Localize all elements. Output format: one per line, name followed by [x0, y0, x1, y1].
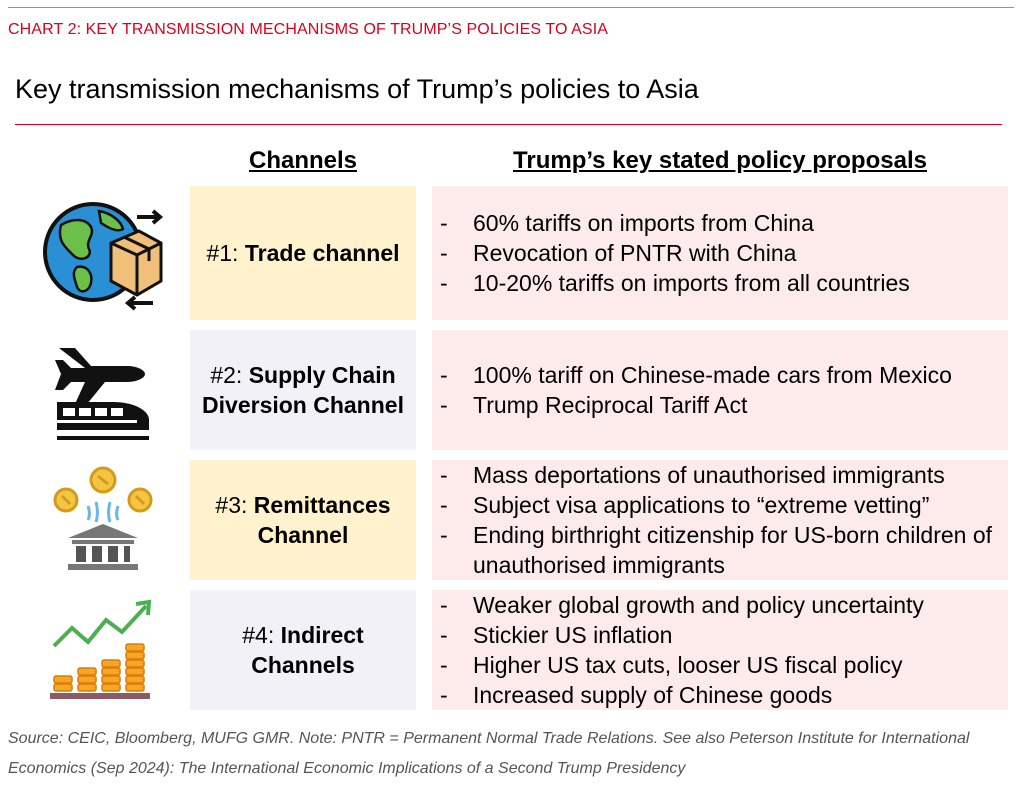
channel-2: #2: Supply Chain Diversion Channel [190, 330, 416, 450]
list-item: - Subject visa applications to “extreme v… [440, 490, 1008, 520]
bullet: - [440, 492, 448, 518]
coins-growth-icon [38, 590, 168, 710]
list-item: - Trump Reciprocal Tariff Act [440, 390, 1008, 420]
bullet: - [440, 392, 448, 418]
policy-text: 100% tariff on Chinese-made cars from Me… [473, 362, 952, 388]
channel-number: #4: [242, 622, 275, 648]
top-rule [8, 7, 1014, 8]
chart-label: CHART 2: KEY TRANSMISSION MECHANISMS OF … [8, 21, 609, 38]
policy-text: 60% tariffs on imports from China [473, 210, 814, 236]
policy-text: Trump Reciprocal Tariff Act [473, 392, 748, 418]
bullet: - [440, 522, 448, 548]
policy-text: Weaker global growth and policy uncertai… [473, 592, 924, 618]
channel-name: Supply Chain Diversion Channel [202, 362, 404, 418]
bullet: - [440, 682, 448, 708]
bullet: - [440, 270, 448, 296]
source-note: Source: CEIC, Bloomberg, MUFG GMR. Note:… [8, 730, 970, 777]
policy-text: Subject visa applications to “extreme ve… [473, 492, 930, 518]
bullet: - [440, 240, 448, 266]
list-item: - Increased supply of Chinese goods [440, 680, 1008, 710]
list-item: -100% tariff on Chinese-made cars from M… [440, 360, 1008, 390]
channel-name: Remittances Channel [253, 492, 391, 548]
bullet: - [440, 462, 448, 488]
channel-3: #3: Remittances Channel [190, 460, 416, 580]
bullet: - [440, 622, 448, 648]
policy-text: Ending birthright citizenship for US-bor… [473, 522, 993, 578]
list-item: - Higher US tax cuts, looser US fiscal po… [440, 650, 1008, 680]
list-item: - Weaker global growth and policy uncerta… [440, 590, 1008, 620]
plane-train-icon [38, 330, 168, 450]
bullet: - [440, 592, 448, 618]
title-rule [15, 124, 1002, 125]
channel-number: #2: [210, 362, 243, 388]
list-item: -60% tariffs on imports from China [440, 208, 1008, 238]
bullet: - [440, 652, 448, 678]
policy-text: Stickier US inflation [473, 622, 673, 648]
policy-text: Revocation of PNTR with China [473, 240, 797, 266]
bullet: - [440, 210, 448, 236]
policy-box-2: -100% tariff on Chinese-made cars from M… [432, 330, 1008, 450]
channel-name: Indirect Channels [251, 622, 364, 678]
policy-box-3: - Mass deportations of unauthorised immig… [432, 460, 1008, 580]
policy-text: Mass deportations of unauthorised immigr… [473, 462, 945, 488]
bank-coins-icon [38, 460, 168, 580]
channel-4: #4: Indirect Channels [190, 590, 416, 710]
policy-box-4: - Weaker global growth and policy uncerta… [432, 590, 1008, 710]
policy-box-1: -60% tariffs on imports from China - Revo… [432, 186, 1008, 320]
policies-header: Trump’s key stated policy proposals [513, 147, 927, 174]
policy-text: Increased supply of Chinese goods [473, 682, 833, 708]
list-item: - Ending birthright citizenship for US-bo… [440, 520, 1008, 580]
list-item: - Mass deportations of unauthorised immig… [440, 460, 1008, 490]
list-item: - Revocation of PNTR with China [440, 238, 1008, 268]
list-item: -10-20% tariffs on imports from all coun… [440, 268, 1008, 298]
page-title: Key transmission mechanisms of Trump’s p… [15, 74, 699, 104]
policy-text: Higher US tax cuts, looser US fiscal pol… [473, 652, 903, 678]
channel-name: Trade channel [244, 240, 400, 266]
list-item: - Stickier US inflation [440, 620, 1008, 650]
channel-1: #1: Trade channel [190, 186, 416, 320]
bullet: - [440, 362, 448, 388]
channel-number: #3: [215, 492, 248, 518]
policy-text: 10-20% tariffs on imports from all count… [473, 270, 910, 296]
channel-number: #1: [206, 240, 239, 266]
channels-header: Channels [248, 147, 358, 174]
globe-trade-icon [38, 188, 168, 320]
